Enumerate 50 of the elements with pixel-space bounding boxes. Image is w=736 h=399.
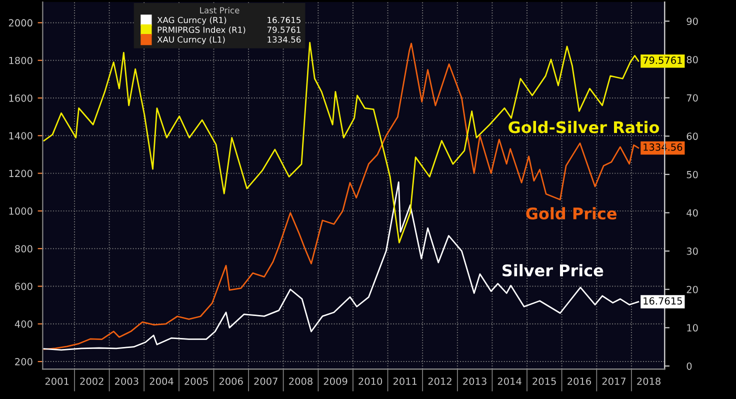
legend-label: PRMIPRGS Index (R1): [158, 26, 246, 34]
y-tick-label: 800: [15, 245, 32, 252]
y-tick-label: 1600: [9, 94, 32, 102]
y-tick-label: 200: [15, 358, 32, 366]
x-tick-label: 2018: [637, 378, 660, 385]
y2-tick-label: 40: [686, 209, 698, 217]
y-tick-label: 2000: [8, 19, 32, 27]
y2-tick-label: 30: [686, 248, 698, 255]
x-tick-label: 2017: [602, 378, 626, 385]
x-tick-label: 2009: [324, 378, 348, 385]
y2-tick-label: 80: [686, 56, 698, 64]
y2-tick-label: 60: [686, 132, 698, 140]
y-tick-label: 1800: [9, 56, 32, 64]
x-tick-label: 2004: [150, 378, 174, 385]
x-tick-label: 2012: [428, 378, 452, 385]
x-tick-label: 2006: [219, 378, 243, 385]
annotation: Silver Price: [502, 264, 604, 276]
legend-title: Last Price: [200, 6, 240, 14]
x-tick-label: 2001: [45, 378, 69, 385]
x-tick-label: 2005: [184, 378, 208, 385]
x-tick-label: 2008: [289, 378, 312, 385]
x-tick-label: 2016: [568, 378, 591, 385]
y-tick-label: 1000: [9, 207, 32, 215]
y-tick-label: 1400: [9, 132, 32, 140]
x-tick-label: 2013: [463, 378, 486, 385]
annotation: Gold-Silver Ratio: [508, 120, 660, 134]
legend-label: XAG Curncy (R1): [157, 16, 226, 25]
y2-tick-label: 90: [686, 18, 698, 25]
x-tick-label: 2002: [80, 378, 104, 385]
text: 1334.56: [268, 36, 301, 43]
text: 79.5761: [267, 26, 300, 33]
y-tick-label: 400: [14, 320, 32, 328]
x-tick-label: 2014: [498, 378, 522, 385]
y2-tick-label: 20: [686, 286, 698, 294]
y-tick-label: 1200: [9, 170, 32, 178]
annotation: Gold Price: [526, 207, 616, 220]
x-tick-label: 2011: [393, 378, 417, 385]
x-tick-label: 2015: [532, 378, 556, 385]
legend-label: XAU Curncy (L1): [157, 36, 225, 44]
x-tick-label: 2003: [114, 378, 138, 385]
data-label: 79.5761: [643, 56, 682, 64]
x-tick-label: 2010: [358, 378, 382, 385]
y2-tick-label: 0: [686, 362, 692, 370]
y2-tick-label: 10: [687, 324, 698, 332]
y2-tick-label: 50: [686, 170, 698, 178]
x-tick-label: 2007: [254, 378, 278, 385]
text: 16.7615: [268, 16, 300, 24]
data-label: 16.7615: [644, 297, 682, 305]
y-tick-label: 600: [15, 282, 32, 290]
y2-tick-label: 70: [686, 94, 698, 102]
